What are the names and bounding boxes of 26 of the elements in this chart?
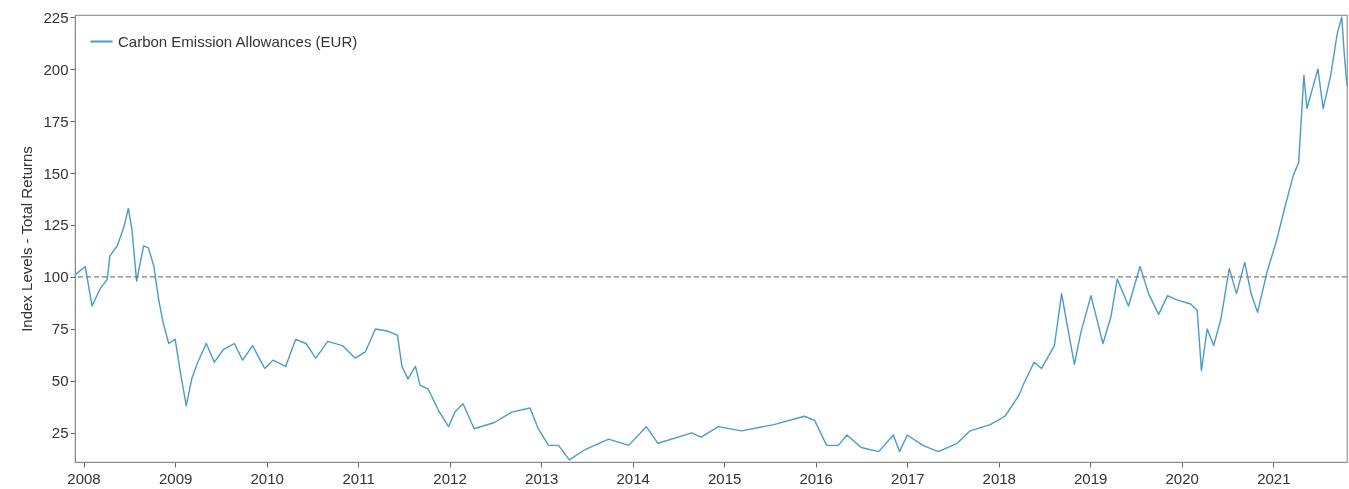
y-axis-title: Index Levels - Total Returns	[18, 146, 36, 332]
line-series	[74, 16, 1348, 461]
x-tick-label: 2020	[1165, 469, 1199, 487]
y-tick-label: 225	[43, 8, 69, 26]
x-tick-label: 2021	[1257, 469, 1291, 487]
x-tick-label: 2009	[159, 469, 193, 487]
y-tick-label: 75	[51, 320, 69, 338]
y-tick-label: 50	[51, 372, 69, 390]
x-tick-label: 2010	[250, 469, 284, 487]
x-tick-label: 2012	[433, 469, 467, 487]
legend-label: Carbon Emission Allowances (EUR)	[118, 32, 358, 50]
x-tick-label: 2016	[799, 469, 833, 487]
x-tick-label: 2019	[1074, 469, 1108, 487]
y-tick-label: 25	[51, 424, 69, 442]
y-tick-label: 125	[43, 216, 69, 234]
y-tick-label: 150	[43, 164, 69, 182]
x-tick-label: 2011	[342, 469, 375, 487]
x-tick-label: 2018	[982, 469, 1016, 487]
x-tick-label: 2014	[616, 469, 650, 487]
x-tick-label: 2013	[525, 469, 559, 487]
y-tick-label: 175	[43, 112, 69, 130]
x-tick-label: 2015	[707, 469, 742, 487]
y-tick-label: 200	[43, 60, 69, 78]
x-tick-label: 2017	[891, 469, 925, 487]
y-tick-label: 100	[43, 268, 69, 286]
x-tick-label: 2008	[67, 469, 101, 487]
